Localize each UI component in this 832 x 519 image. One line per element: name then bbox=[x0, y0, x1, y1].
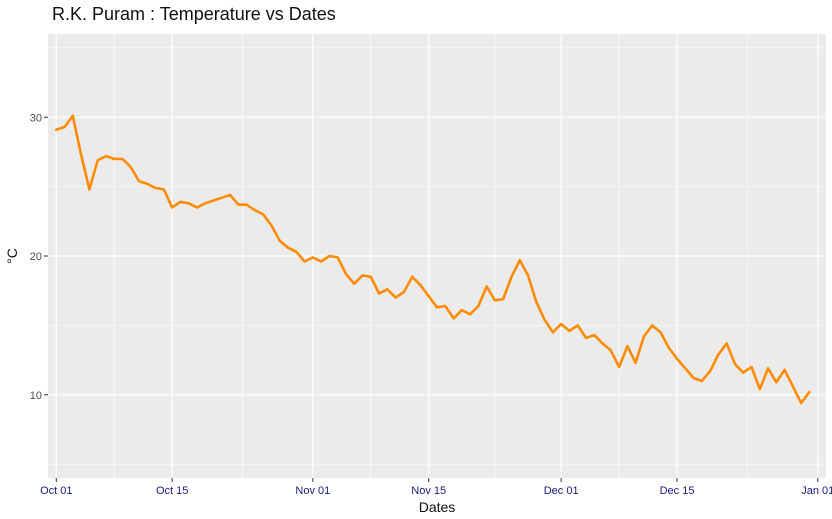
y-tick-label: 30 bbox=[30, 112, 42, 124]
x-tick-label: Jan 01 bbox=[801, 485, 832, 497]
x-tick-label: Nov 01 bbox=[295, 485, 330, 497]
x-axis-title: Dates bbox=[419, 499, 456, 515]
x-tick-label: Dec 01 bbox=[544, 485, 579, 497]
x-tick-label: Nov 15 bbox=[411, 485, 446, 497]
y-axis-title: °C bbox=[4, 248, 20, 264]
temperature-line bbox=[55, 114, 811, 405]
chart-title: R.K. Puram : Temperature vs Dates bbox=[52, 4, 336, 24]
x-tick-label: Dec 15 bbox=[660, 485, 695, 497]
y-tick-label: 10 bbox=[30, 390, 42, 402]
x-axis-ticks: Oct 01 Oct 15 Nov 01 Nov 15 Dec 01 Dec 15 Jan … bbox=[40, 478, 832, 497]
grid-major bbox=[48, 34, 826, 478]
x-tick-label: Oct 15 bbox=[156, 485, 188, 497]
y-tick-label: 20 bbox=[30, 251, 42, 263]
x-tick-label: Oct 01 bbox=[40, 485, 72, 497]
y-axis-ticks: 10 20 30 bbox=[30, 112, 48, 402]
